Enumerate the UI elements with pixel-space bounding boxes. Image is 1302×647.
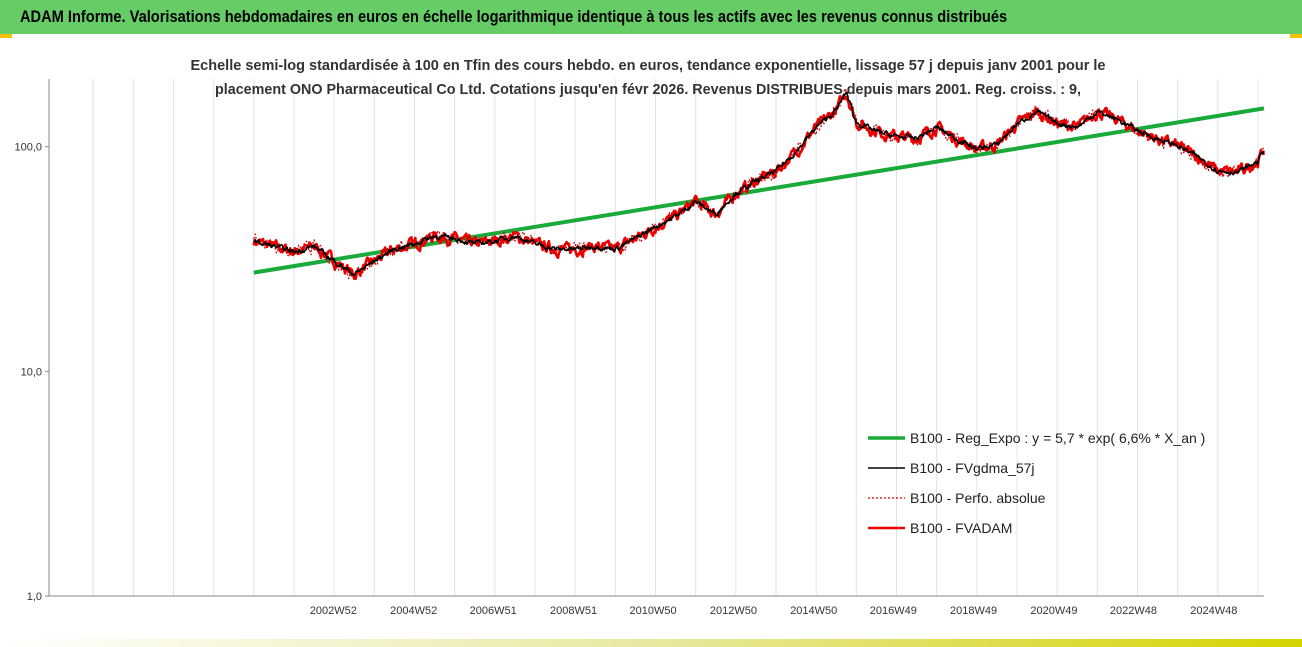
x-tick-label: 2006W51 <box>470 605 517 617</box>
chart-grid <box>92 79 1259 596</box>
corner-mark-left <box>0 34 12 38</box>
legend-label: B100 - Perfo. absolue <box>910 490 1046 506</box>
chart-title-line: Echelle semi-log standardisée à 100 en T… <box>191 57 1106 74</box>
header-bar: ADAM Informe. Valorisations hebdomadaire… <box>0 0 1302 34</box>
x-tick-label: 2016W49 <box>870 605 917 617</box>
x-tick-label: 2020W49 <box>1030 605 1077 617</box>
chart-axes: 1,0 10,0 100,0 2002W52 2004W52 2006W51 2008W51… <box>14 79 1264 617</box>
series-line-dotted <box>253 87 1265 281</box>
chart-title: Echelle semi-log standardisée à 100 en T… <box>191 57 1106 98</box>
x-tick-label: 2008W51 <box>550 605 597 617</box>
legend-label: B100 - FVADAM <box>910 520 1012 536</box>
page-title: ADAM Informe. Valorisations hebdomadaire… <box>20 7 1008 26</box>
series-line-main <box>252 94 1266 280</box>
y-tick-label: 1,0 <box>27 591 42 603</box>
y-tick-label: 100,0 <box>14 142 42 154</box>
x-tick-label: 2024W48 <box>1190 605 1237 617</box>
x-tick-label: 2004W52 <box>390 605 437 617</box>
x-tick-label: 2010W50 <box>630 605 677 617</box>
chart-area: 1,0 10,0 100,0 2002W52 2004W52 2006W51 2008W51… <box>14 57 1266 617</box>
bottom-strip <box>0 639 1302 647</box>
legend-label: B100 - Reg_Expo : y = 5,7 * exp( 6,6% * … <box>910 430 1205 446</box>
x-tick-label: 2014W50 <box>790 605 837 617</box>
corner-mark-right <box>1290 34 1302 38</box>
y-tick-label: 10,0 <box>21 366 42 378</box>
legend-label: B100 - FVgdma_57j <box>910 460 1035 476</box>
x-tick-label: 2022W48 <box>1110 605 1157 617</box>
chart-series <box>252 87 1266 281</box>
x-tick-label: 2012W50 <box>710 605 757 617</box>
chart-title-line: placement ONO Pharmaceutical Co Ltd. Cot… <box>215 81 1081 98</box>
x-tick-label: 2018W49 <box>950 605 997 617</box>
x-tick-label: 2002W52 <box>310 605 357 617</box>
chart-legend: B100 - Reg_Expo : y = 5,7 * exp( 6,6% * … <box>868 430 1205 536</box>
series-line-smooth <box>253 91 1265 277</box>
